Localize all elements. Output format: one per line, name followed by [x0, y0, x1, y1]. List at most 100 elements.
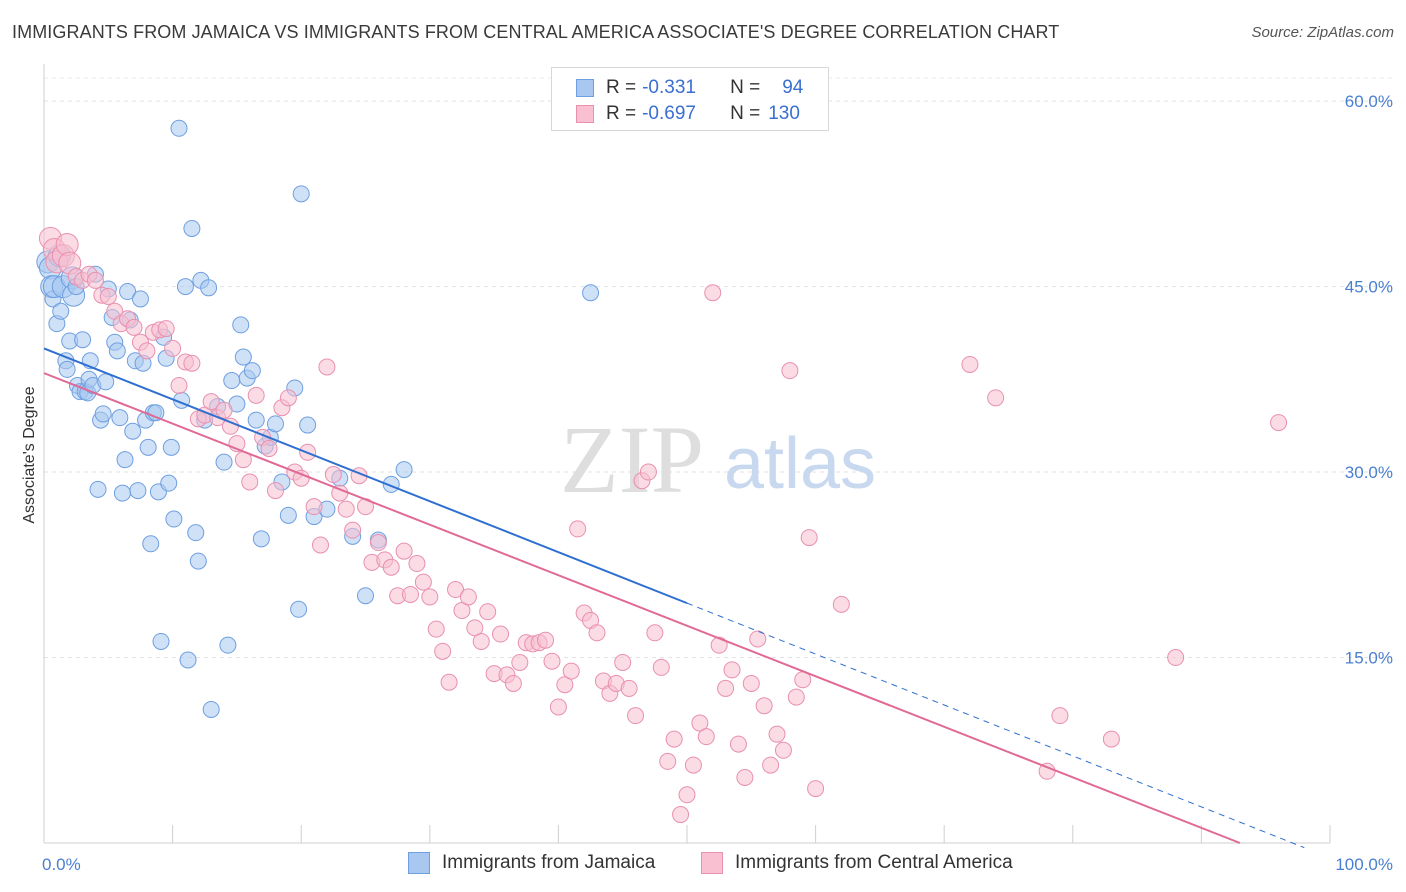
n-label: N =	[730, 103, 761, 124]
point-central-america	[447, 581, 465, 599]
point-central-america	[408, 555, 426, 573]
point-central-america	[569, 520, 587, 538]
correlation-legend: R = -0.331 N = 94 R = -0.697 N = 130	[551, 67, 829, 131]
point-central-america	[125, 318, 143, 336]
point-central-america	[1270, 414, 1288, 432]
point-central-america	[382, 558, 400, 576]
data-points	[36, 119, 1288, 824]
point-central-america	[987, 389, 1005, 407]
point-jamaica	[94, 405, 112, 423]
point-central-america	[395, 542, 413, 560]
point-jamaica	[200, 279, 218, 297]
point-central-america	[961, 355, 979, 373]
y-axis-title: Associate's Degree	[21, 386, 38, 523]
point-central-america	[749, 630, 767, 648]
point-central-america	[755, 697, 773, 715]
chart-title: IMMIGRANTS FROM JAMAICA VS IMMIGRANTS FR…	[12, 22, 1060, 42]
point-jamaica	[52, 302, 70, 320]
point-central-america	[504, 674, 522, 692]
legend-label-central-america: Immigrants from Central America	[735, 852, 1013, 873]
point-central-america	[324, 466, 342, 484]
point-central-america	[588, 624, 606, 642]
point-jamaica	[290, 600, 308, 618]
point-central-america	[99, 287, 117, 305]
point-jamaica	[187, 524, 205, 542]
point-jamaica	[279, 506, 297, 524]
watermark: ZIP atlas	[560, 406, 876, 513]
legend-item-jamaica[interactable]: Immigrants from Jamaica	[408, 852, 655, 874]
point-jamaica	[179, 651, 197, 669]
legend-item-central-america[interactable]: Immigrants from Central America	[701, 852, 1013, 874]
point-jamaica	[108, 342, 126, 360]
point-central-america	[704, 284, 722, 302]
point-central-america	[138, 342, 156, 360]
point-central-america	[492, 625, 510, 643]
point-central-america	[202, 393, 220, 411]
watermark-atlas: atlas	[724, 424, 876, 504]
point-jamaica	[165, 510, 183, 528]
point-jamaica	[131, 290, 149, 308]
legend-swatch-jamaica	[576, 79, 594, 97]
point-central-america	[247, 386, 265, 404]
point-jamaica	[189, 552, 207, 570]
point-central-america	[729, 735, 747, 753]
point-central-america	[717, 679, 735, 697]
point-central-america	[832, 595, 850, 613]
series-legend: Immigrants from Jamaica Immigrants from …	[0, 852, 1406, 878]
y-tick-label: 60.0%	[1345, 92, 1393, 111]
point-jamaica	[116, 451, 134, 469]
y-tick-label: 30.0%	[1345, 463, 1393, 482]
point-central-america	[260, 440, 278, 458]
point-central-america	[157, 320, 175, 338]
point-central-america	[459, 588, 477, 606]
point-central-america	[543, 652, 561, 670]
point-central-america	[421, 588, 439, 606]
point-central-america	[472, 632, 490, 650]
point-jamaica	[219, 636, 237, 654]
point-central-america	[620, 679, 638, 697]
point-central-america	[807, 780, 825, 798]
point-central-america	[311, 536, 329, 554]
point-central-america	[1102, 730, 1120, 748]
trend-line-jamaica	[43, 347, 688, 605]
point-jamaica	[129, 482, 147, 500]
legend-swatch-central-america	[701, 852, 723, 874]
point-jamaica	[252, 530, 270, 548]
watermark-zip: ZIP	[560, 406, 704, 513]
point-central-america	[659, 752, 677, 770]
point-jamaica	[299, 416, 317, 434]
point-jamaica	[223, 372, 241, 390]
point-central-america	[318, 358, 336, 376]
point-jamaica	[124, 422, 142, 440]
x-tick-label-max: 100.0%	[1335, 855, 1393, 874]
point-central-america	[549, 698, 567, 716]
x-tick-label-min: 0.0%	[42, 855, 81, 874]
point-central-america	[800, 529, 818, 547]
point-central-america	[466, 619, 484, 637]
point-central-america	[665, 730, 683, 748]
point-central-america	[562, 662, 580, 680]
point-jamaica	[119, 283, 137, 301]
point-central-america	[736, 768, 754, 786]
point-jamaica	[111, 409, 129, 427]
point-jamaica	[170, 119, 188, 137]
point-central-america	[511, 653, 529, 671]
point-central-america	[646, 624, 664, 642]
point-jamaica	[162, 438, 180, 456]
point-central-america	[768, 725, 786, 743]
point-jamaica	[160, 474, 178, 492]
point-central-america	[402, 585, 420, 603]
point-central-america	[453, 602, 471, 620]
point-central-america	[479, 603, 497, 621]
point-central-america	[183, 354, 201, 372]
n-value-jamaica: 94	[782, 77, 804, 98]
point-jamaica	[152, 632, 170, 650]
point-central-america	[434, 642, 452, 660]
legend-label-jamaica: Immigrants from Jamaica	[442, 852, 656, 873]
point-central-america	[215, 401, 233, 419]
point-central-america	[427, 620, 445, 638]
r-value-central-america: -0.697	[642, 103, 696, 124]
legend-row-jamaica: R = -0.331 N = 94	[576, 76, 803, 100]
legend-swatch-jamaica	[408, 852, 430, 874]
